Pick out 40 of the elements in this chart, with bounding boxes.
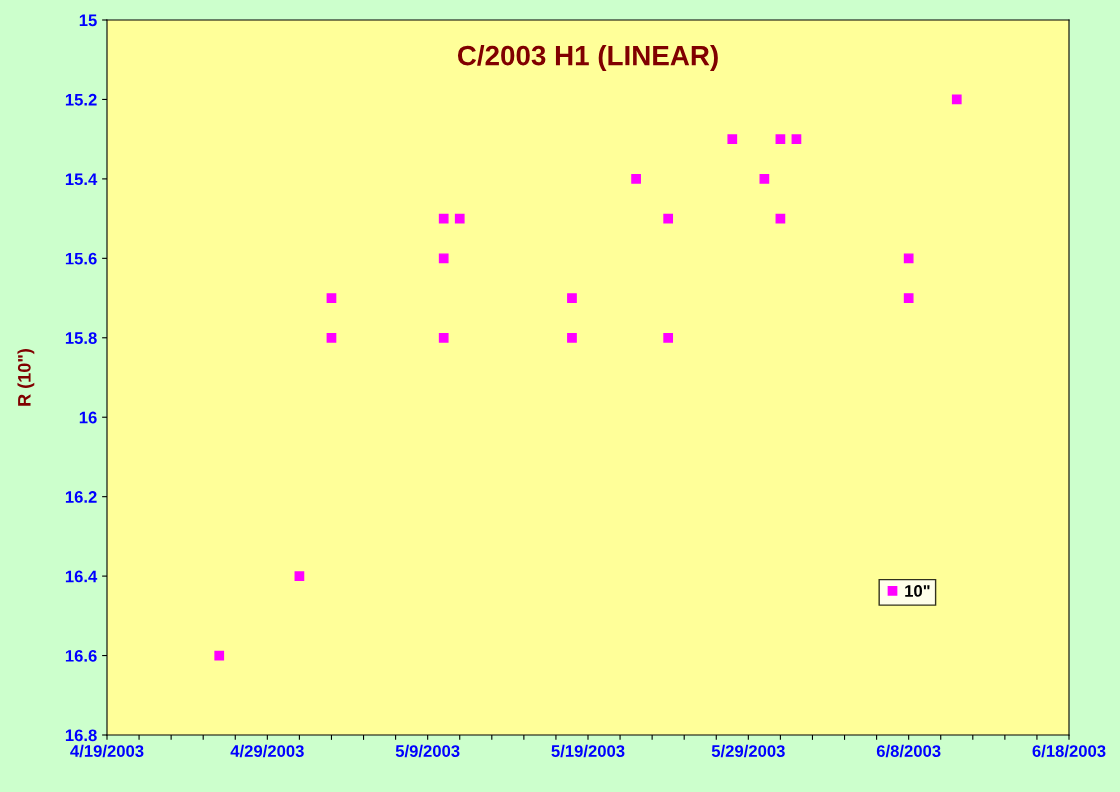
point [951,94,962,105]
point [567,293,577,303]
x-tick-label: 5/29/2003 [711,744,785,758]
text: C/2003 H1 (LINEAR) [457,45,718,71]
x-tick-label: 5/19/2003 [551,744,625,758]
x-tick-label: 6/8/2003 [876,744,941,758]
x-tick-label: 4/29/2003 [230,744,304,758]
x-tick-label: 5/9/2003 [395,744,460,758]
y-tick-label: 16 [79,411,97,424]
point [759,174,770,184]
point [214,650,225,661]
y-tick-label: 15.4 [65,173,98,186]
y-tick-label: 15 [79,14,97,27]
legend-label: 10" [905,585,930,597]
point [326,293,337,303]
point [454,213,465,224]
x-tick-label: 6/18/2003 [1032,744,1106,758]
point [438,332,449,343]
point [663,332,674,343]
y-tick-label: 15.6 [65,252,97,265]
point [326,332,337,343]
point [438,213,449,224]
point [775,134,786,145]
y-tick-label: 16.8 [65,729,97,742]
point [903,253,914,264]
y-tick-label: 16.2 [65,491,97,503]
point [438,253,449,264]
point [727,134,738,145]
point [631,174,641,184]
point [791,134,802,145]
point [903,293,914,303]
point [294,571,305,581]
y-axis-title: R (10") [17,349,35,406]
y-tick-label: 16.4 [65,570,98,583]
y-tick-label: 15.8 [65,332,97,344]
y-tick-label: 15.2 [65,93,97,106]
y-tick-label: 16.6 [65,649,97,662]
point [663,213,674,224]
x-tick-label: 4/19/2003 [70,744,144,758]
point [567,332,577,343]
